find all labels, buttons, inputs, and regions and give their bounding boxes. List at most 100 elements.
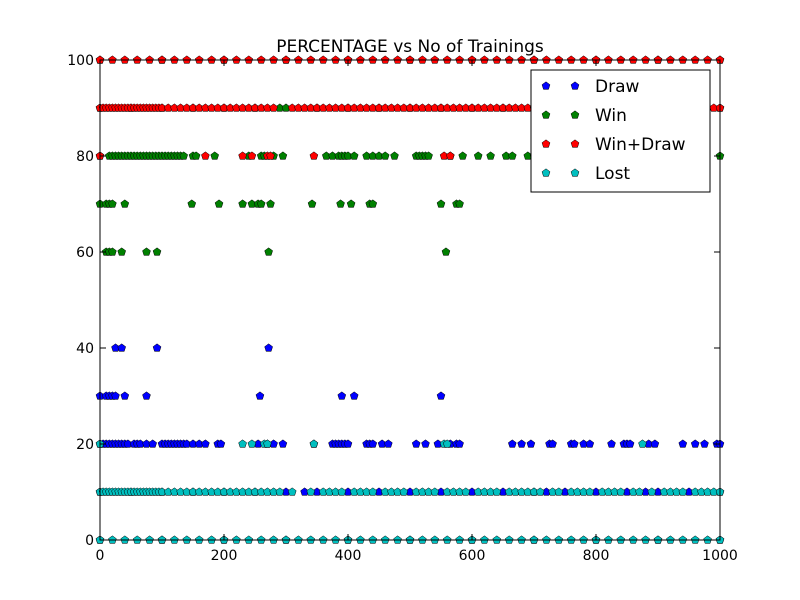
data-point	[517, 439, 526, 448]
data-point	[247, 151, 257, 160]
legend-label-lost: Lost	[595, 164, 630, 184]
data-point	[275, 487, 285, 496]
data-point	[152, 343, 162, 352]
legend-markers	[541, 81, 580, 177]
y-tick-label: 0	[85, 533, 94, 549]
data-point	[461, 487, 471, 496]
data-point	[269, 103, 278, 112]
legend-label-win-draw: Win+Draw	[595, 135, 686, 155]
data-point	[424, 151, 433, 160]
data-point	[455, 439, 464, 448]
data-points	[95, 55, 725, 544]
data-point	[263, 439, 272, 448]
data-point	[436, 391, 446, 400]
data-point	[399, 487, 409, 496]
data-point	[650, 439, 660, 448]
series-lost	[95, 439, 725, 544]
data-point	[238, 199, 247, 208]
data-point	[108, 247, 117, 256]
data-point	[152, 247, 162, 256]
legend-marker	[570, 139, 580, 148]
data-point	[142, 391, 151, 400]
legend-marker	[570, 110, 580, 119]
data-point	[343, 439, 353, 448]
data-point	[607, 439, 616, 448]
y-tick-label: 80	[76, 149, 94, 165]
data-point	[264, 343, 273, 352]
data-point	[700, 439, 709, 448]
data-point	[368, 439, 378, 448]
data-point	[678, 439, 688, 448]
x-tick-label: 1000	[702, 548, 738, 564]
data-point	[191, 151, 201, 160]
data-point	[117, 247, 126, 256]
data-point	[266, 199, 275, 208]
data-point	[214, 199, 224, 208]
data-point	[455, 199, 464, 208]
chart-title: PERCENTAGE vs No of Trainings	[276, 37, 544, 57]
legend: Draw Win Win+Draw Lost	[530, 69, 711, 193]
data-point	[647, 487, 657, 496]
data-point	[179, 151, 188, 160]
data-point	[337, 391, 347, 400]
data-point	[187, 199, 197, 208]
data-point	[384, 439, 393, 448]
data-point	[255, 391, 265, 400]
data-point	[368, 199, 378, 208]
y-tick-label: 100	[67, 53, 94, 69]
data-point	[678, 487, 688, 496]
data-point	[346, 199, 356, 208]
data-point	[585, 439, 595, 448]
x-tick-labels: 0 200 400 600 800 1000	[96, 548, 738, 564]
x-tick-label: 200	[211, 548, 238, 564]
data-point	[441, 247, 451, 256]
data-point	[380, 151, 390, 160]
data-point	[238, 151, 247, 160]
data-point	[201, 439, 210, 448]
data-point	[585, 487, 595, 496]
legend-marker	[541, 110, 551, 119]
y-tick-labels: 0 20 40 60 80 100	[67, 53, 94, 549]
data-point	[148, 439, 157, 448]
data-point	[430, 487, 440, 496]
data-point	[570, 439, 579, 448]
data-point	[554, 487, 564, 496]
plot-frame	[99, 59, 721, 541]
data-point	[526, 439, 536, 448]
legend-box	[530, 69, 711, 193]
data-point	[278, 151, 288, 160]
legend-marker	[570, 81, 580, 90]
legend-marker	[541, 139, 551, 148]
data-point	[117, 343, 126, 352]
data-point	[349, 391, 359, 400]
data-point	[508, 151, 517, 160]
y-tick-label: 60	[76, 245, 94, 261]
data-point	[635, 487, 644, 496]
data-point	[111, 391, 120, 400]
data-point	[120, 199, 130, 208]
x-tick-label: 400	[335, 548, 362, 564]
data-point	[458, 151, 467, 160]
legend-label-win: Win	[595, 106, 627, 126]
data-point	[349, 151, 359, 160]
data-point	[306, 487, 316, 496]
data-point	[247, 439, 257, 448]
data-point	[616, 487, 626, 496]
data-point	[287, 487, 297, 496]
data-point	[264, 247, 273, 256]
legend-marker	[541, 168, 551, 177]
data-point	[442, 439, 452, 448]
y-tick-label: 20	[76, 437, 94, 453]
data-point	[266, 151, 275, 160]
x-tick-label: 600	[459, 548, 486, 564]
data-point	[368, 487, 378, 496]
data-point	[216, 439, 226, 448]
data-point	[238, 439, 247, 448]
data-point	[492, 487, 502, 496]
data-point	[336, 199, 345, 208]
data-point	[446, 151, 455, 160]
data-point	[278, 439, 288, 448]
data-point	[309, 151, 319, 160]
data-point	[421, 439, 430, 448]
